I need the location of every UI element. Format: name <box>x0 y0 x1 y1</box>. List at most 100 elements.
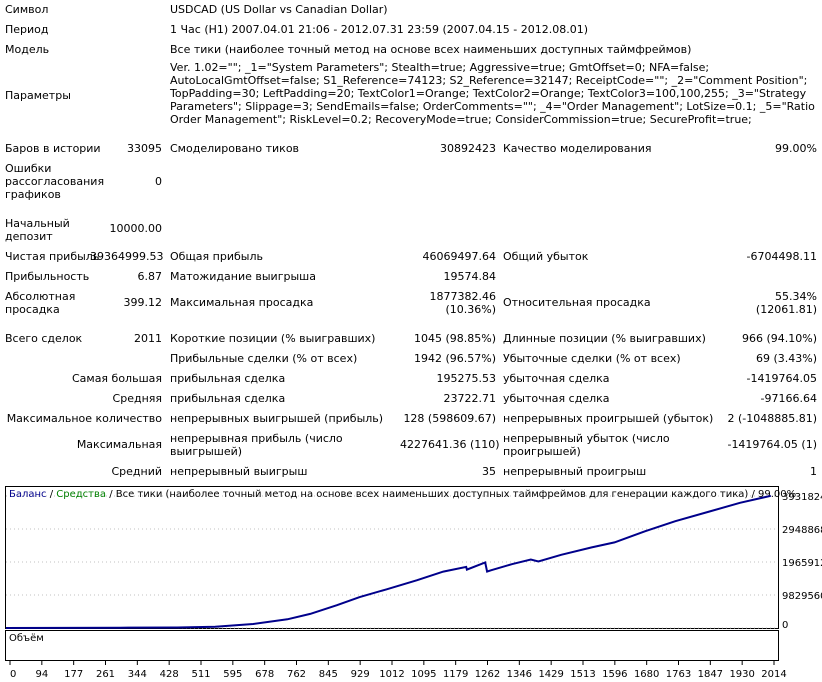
params-label: Параметры <box>5 89 71 102</box>
x-tick-label: 428 <box>160 669 179 680</box>
avg-wins-value: 35 <box>482 465 496 478</box>
x-tick-label: 94 <box>35 669 48 680</box>
deposit-label: Начальный депозит <box>5 217 70 243</box>
x-tick-label: 1346 <box>507 669 532 680</box>
bars-value: 33095 <box>127 142 162 155</box>
x-tick-label: 762 <box>287 669 306 680</box>
x-tick-label: 1262 <box>475 669 500 680</box>
largest-loss-label: убыточная сделка <box>503 372 610 385</box>
x-tick-label: 261 <box>96 669 115 680</box>
x-tick-label: 177 <box>64 669 83 680</box>
max-count-label: Максимальное количество <box>6 412 162 425</box>
params-value: Ver. 1.02=""; _1="System Parameters"; St… <box>170 61 815 126</box>
x-tick-label: 344 <box>128 669 147 680</box>
largest-profit-label: прибыльная сделка <box>170 372 286 385</box>
cons-losses-label: непрерывных проигрышей (убыток) <box>503 412 714 425</box>
avg-profit-value: 23722.71 <box>443 392 497 405</box>
ticks-label: Смоделировано тиков <box>170 142 300 155</box>
legend-equity: Средства <box>56 489 106 500</box>
largest-profit-value: 195275.53 <box>436 372 497 385</box>
profit-trades-label: Прибыльные сделки (% от всех) <box>170 352 358 365</box>
ticks-value: 30892423 <box>440 142 496 155</box>
total-trades-label: Всего сделок <box>5 332 83 345</box>
volume-label: Объём <box>9 633 44 644</box>
x-axis-ticks: 0 94 177 261 344 428 511 595 678 762 845 929 1012 109… <box>9 661 787 680</box>
rel-drawdown-value: (12061.81) <box>755 303 817 316</box>
abs-drawdown-label: Абсолютная просадка <box>5 290 76 316</box>
short-positions-value: 1045 (98.85%) <box>413 332 496 345</box>
avg-profit-label: прибыльная сделка <box>170 392 286 405</box>
y-tick-label: 0 <box>782 620 788 631</box>
errors-value: 0 <box>155 175 162 188</box>
avg-loss-value: -97166.64 <box>760 392 817 405</box>
gross-profit-label: Общая прибыль <box>170 250 263 263</box>
net-profit-value: 39364999.53 <box>90 250 164 263</box>
net-profit-label: Чистая прибыль <box>5 250 100 263</box>
long-positions-label: Длинные позиции (% выигравших) <box>503 332 706 345</box>
x-tick-label: 0 <box>10 669 16 680</box>
rel-drawdown-label: Относительная просадка <box>503 296 651 309</box>
cons-losses-value: 2 (-1048885.81) <box>727 412 817 425</box>
legend-description: Все тики (наиболее точный метод на основ… <box>116 489 796 500</box>
balance-chart: Баланс / Средства / Все тики (наиболее т… <box>5 486 822 680</box>
x-tick-label: 1429 <box>538 669 563 680</box>
cons-loss-value: -1419764.05 (1) <box>727 438 817 451</box>
largest-loss-value: -1419764.05 <box>746 372 817 385</box>
chart-volume-frame <box>5 630 779 661</box>
deposit-value: 10000.00 <box>109 222 163 235</box>
model-value: Все тики (наиболее точный метод на основ… <box>170 43 692 56</box>
x-tick-label: 1179 <box>443 669 468 680</box>
legend-balance: Баланс <box>9 489 47 500</box>
chart-legend: Баланс / Средства / Все тики (наиболее т… <box>9 489 796 500</box>
balance-series-line <box>5 494 772 629</box>
average2-label: Средний <box>111 465 162 478</box>
x-tick-label: 1930 <box>729 669 754 680</box>
expected-payoff-value: 19574.84 <box>443 270 497 283</box>
maximal-label: Максимальная <box>76 438 162 451</box>
gross-profit-value: 46069497.64 <box>422 250 496 263</box>
period-label: Период <box>5 23 49 36</box>
profit-trades-value: 1942 (96.57%) <box>413 352 496 365</box>
avg-losses-value: 1 <box>810 465 817 478</box>
largest-label: Самая большая <box>71 372 162 385</box>
chart-main-frame <box>5 486 779 629</box>
loss-trades-value: 69 (3.43%) <box>755 352 817 365</box>
profit-factor-label: Прибыльность <box>5 270 90 283</box>
x-tick-label: 595 <box>223 669 242 680</box>
quality-label: Качество моделирования <box>503 142 652 155</box>
x-tick-label: 1680 <box>634 669 659 680</box>
y-tick-label: 19659120 <box>782 558 822 569</box>
max-drawdown-value: 1877382.46 <box>429 290 496 303</box>
x-tick-label: 1513 <box>570 669 595 680</box>
x-tick-label: 678 <box>255 669 274 680</box>
x-tick-label: 1012 <box>379 669 404 680</box>
legend-sep1: / <box>47 489 57 500</box>
total-trades-value: 2011 <box>134 332 162 345</box>
gross-loss-value: -6704498.11 <box>746 250 817 263</box>
x-tick-label: 2014 <box>761 669 786 680</box>
x-tick-label: 511 <box>191 669 210 680</box>
symbol-label: Символ <box>5 3 49 16</box>
legend-sep2: / <box>106 489 116 500</box>
short-positions-label: Короткие позиции (% выигравших) <box>170 332 376 345</box>
abs-drawdown-value: 399.12 <box>123 296 163 309</box>
max-drawdown-label: Максимальная просадка <box>170 296 314 309</box>
cons-profit-label: непрерывная прибыль (число выигрышей) <box>170 432 343 458</box>
symbol-value: USDCAD (US Dollar vs Canadian Dollar) <box>170 3 388 16</box>
model-label: Модель <box>5 43 50 56</box>
loss-trades-label: Убыточные сделки (% от всех) <box>503 352 681 365</box>
profit-factor-value: 6.87 <box>137 270 163 283</box>
cons-wins-value: 128 (598609.67) <box>403 412 496 425</box>
period-value: 1 Час (H1) 2007.04.01 21:06 - 2012.07.31… <box>170 23 588 36</box>
x-tick-label: 1763 <box>666 669 691 680</box>
long-positions-value: 966 (94.10%) <box>741 332 817 345</box>
avg-wins-label: непрерывный выигрыш <box>170 465 308 478</box>
x-tick-label: 1596 <box>602 669 627 680</box>
y-tick-label: 39318241 <box>782 492 822 503</box>
rel-drawdown-percent: 55.34% <box>775 290 817 303</box>
x-tick-label: 1095 <box>411 669 436 680</box>
cons-profit-value: 4227641.36 (110) <box>400 438 500 451</box>
errors-label: Ошибки рассогласования графиков <box>5 162 105 201</box>
